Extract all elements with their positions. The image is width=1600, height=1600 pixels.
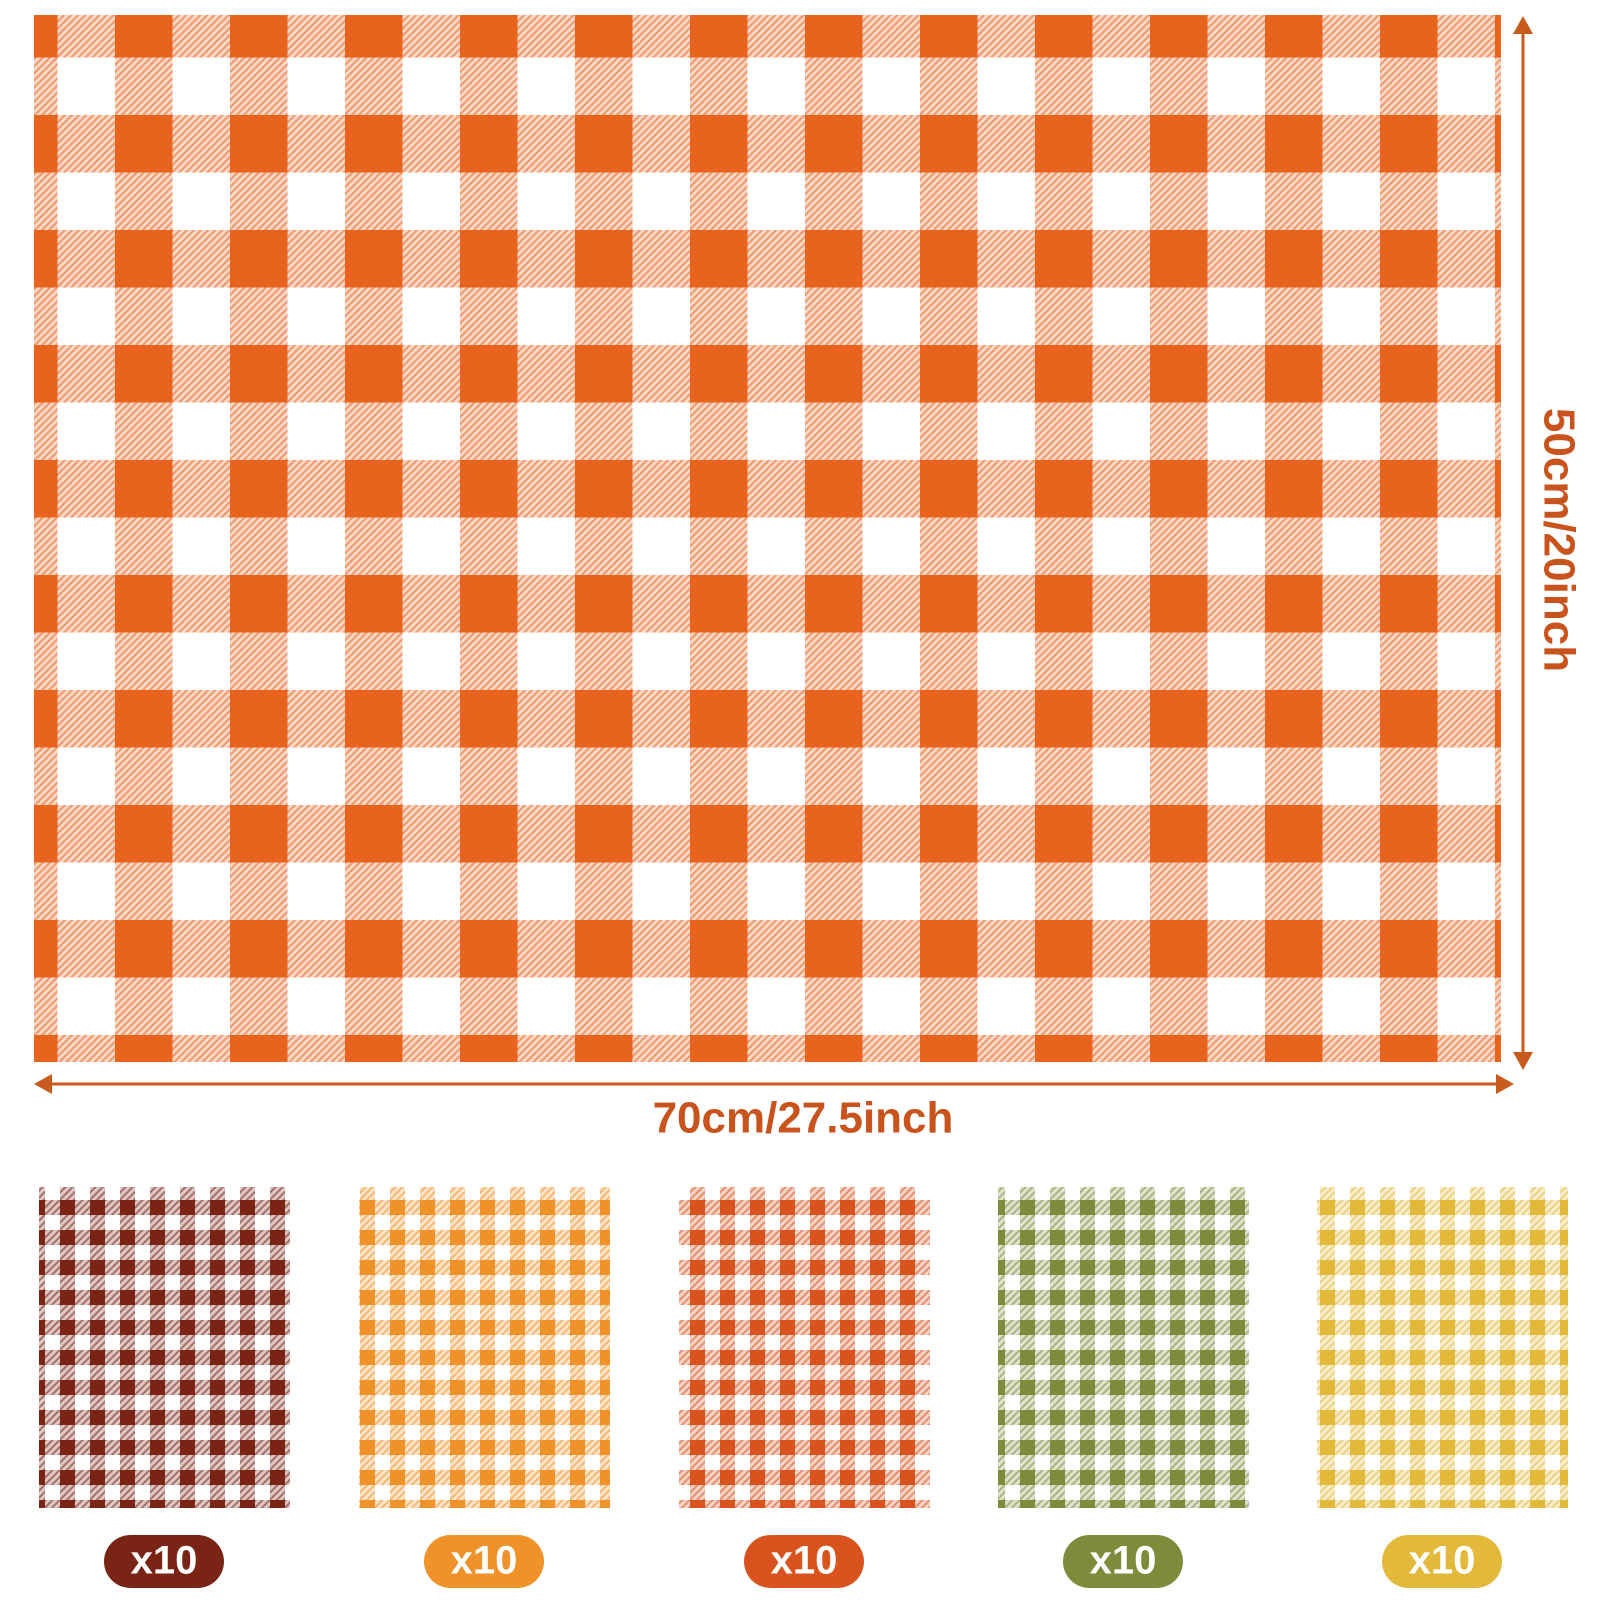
quantity-label: x10 (1409, 1539, 1476, 1583)
swatch: x10 (679, 1187, 930, 1588)
main-tissue-sheet (34, 15, 1501, 1062)
swatch-sheet (359, 1187, 610, 1508)
swatch-sheet (1317, 1187, 1568, 1508)
arrow-head (1513, 1052, 1533, 1070)
dimension-arrows (34, 16, 1533, 1094)
swatch-sheet (998, 1187, 1249, 1508)
quantity-label: x10 (451, 1539, 518, 1583)
swatch-sheet (679, 1187, 930, 1508)
quantity-badge (424, 1535, 544, 1588)
quantity-badge (104, 1535, 224, 1588)
swatch: x10 (39, 1187, 290, 1588)
swatch: x10 (359, 1187, 610, 1588)
quantity-badge (1063, 1535, 1183, 1588)
width-label: 70cm/27.5inch (653, 1094, 954, 1143)
swatch: x10 (1317, 1187, 1568, 1588)
quantity-badge (1382, 1535, 1502, 1588)
height-label: 50cm/20inch (1534, 408, 1583, 672)
swatch: x10 (998, 1187, 1249, 1588)
quantity-label: x10 (1090, 1539, 1157, 1583)
arrow-head (1496, 1074, 1514, 1094)
arrow-head (34, 1074, 52, 1094)
quantity-badge (744, 1535, 864, 1588)
swatch-sheet (39, 1187, 290, 1508)
quantity-label: x10 (131, 1539, 198, 1583)
arrow-head (1513, 16, 1533, 34)
quantity-label: x10 (771, 1539, 838, 1583)
